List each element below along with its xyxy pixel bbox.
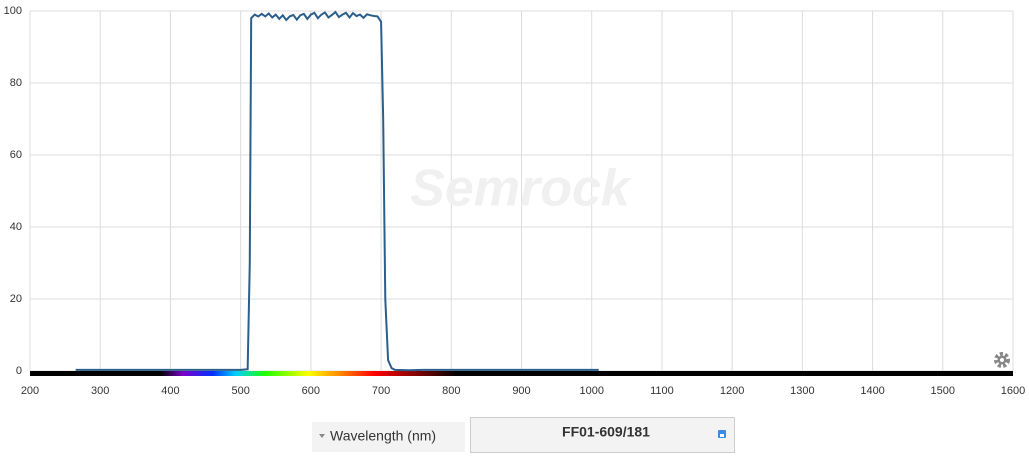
y-tick-label: 60 (10, 149, 22, 161)
x-axis-dropdown[interactable] (312, 422, 465, 452)
y-tick-label: 100 (4, 5, 22, 17)
spectrum-colors (127, 371, 457, 376)
product-name: FF01-609/181 (562, 424, 650, 440)
x-tick-label: 1100 (650, 385, 674, 397)
x-tick-label: 500 (231, 385, 249, 397)
x-tick-label: 1000 (579, 385, 603, 397)
save-icon[interactable] (718, 430, 726, 438)
y-tick-label: 0 (16, 365, 22, 377)
x-tick-label: 400 (161, 385, 179, 397)
x-tick-label: 1200 (720, 385, 744, 397)
grid (29, 10, 1014, 372)
x-tick-label: 1400 (860, 385, 884, 397)
y-tick-label: 80 (10, 77, 22, 89)
plot (75, 10, 599, 372)
x-tick-label: 200 (21, 385, 39, 397)
dropdown-arrow (319, 434, 325, 438)
y-tick-label: 20 (10, 293, 22, 305)
series-line (75, 10, 599, 372)
x-tick-label: 1300 (790, 385, 814, 397)
x-tick-label: 700 (372, 385, 390, 397)
x-tick-label: 900 (512, 385, 530, 397)
spectrum-bar (30, 371, 1013, 376)
x-tick-label: 1500 (931, 385, 955, 397)
x-axis-label[interactable]: Wavelength (nm) (330, 428, 436, 444)
x-tick-label: 1600 (1001, 385, 1025, 397)
watermark: Semrock (410, 160, 633, 218)
settings-icon[interactable] (994, 352, 1010, 368)
y-tick-label: 40 (10, 221, 22, 233)
x-tick-label: 800 (442, 385, 460, 397)
product-box (470, 417, 735, 453)
x-tick-label: 300 (91, 385, 109, 397)
x-tick-label: 600 (302, 385, 320, 397)
